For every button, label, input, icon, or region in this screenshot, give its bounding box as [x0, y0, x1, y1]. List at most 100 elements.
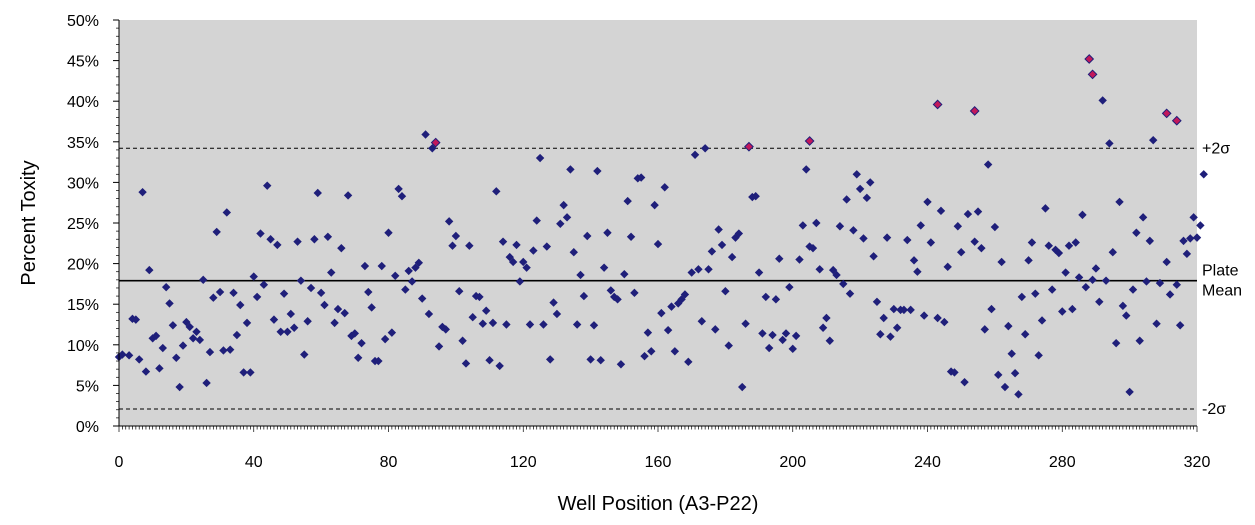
data-point [828, 265, 838, 275]
outlier-point [1087, 69, 1098, 80]
data-point [327, 268, 336, 277]
data-point [849, 226, 858, 235]
data-point [407, 277, 417, 286]
data-point [731, 233, 740, 242]
data-point [1051, 245, 1060, 254]
data-point [751, 192, 760, 201]
data-point [195, 335, 205, 345]
data-point [1186, 234, 1195, 243]
data-point [569, 248, 578, 257]
data-point [535, 153, 545, 163]
data-point [1068, 304, 1077, 314]
data-point [1061, 268, 1070, 277]
data-point [175, 382, 184, 392]
data-point [707, 247, 717, 256]
data-point [704, 265, 713, 274]
data-point [822, 313, 831, 323]
data-point [266, 235, 275, 244]
data-point [1058, 307, 1067, 316]
data-point [263, 181, 272, 190]
data-point [987, 304, 996, 314]
data-point [141, 367, 151, 376]
data-point [596, 356, 605, 365]
data-point [1145, 236, 1155, 246]
data-point [151, 331, 161, 341]
data-point [1074, 273, 1084, 282]
data-point [994, 370, 1003, 380]
data-point [562, 213, 572, 222]
data-point [778, 335, 787, 345]
reference-label: Plate Mean [1202, 263, 1242, 300]
data-point [178, 341, 188, 350]
data-point [495, 361, 504, 371]
x-tick-label: 280 [1049, 454, 1076, 471]
data-point [606, 286, 616, 295]
data-point [391, 271, 400, 280]
data-point [889, 304, 899, 314]
data-point [956, 248, 966, 257]
data-point [852, 170, 861, 179]
data-point [818, 323, 828, 332]
data-point [738, 382, 747, 392]
data-point [293, 237, 302, 246]
data-point [475, 292, 484, 302]
data-point [903, 235, 912, 245]
data-point [1054, 248, 1064, 258]
data-point [832, 270, 841, 280]
data-point [172, 353, 181, 362]
data-point [657, 308, 666, 318]
x-tick-label: 200 [779, 454, 806, 471]
data-point [1017, 292, 1027, 302]
data-point [1027, 238, 1037, 247]
data-point [616, 360, 626, 369]
reference-label-line: Plate [1202, 263, 1239, 280]
data-point [866, 178, 875, 187]
data-point [249, 272, 258, 281]
data-point [276, 327, 285, 337]
data-point [242, 318, 252, 328]
data-point [1152, 319, 1161, 328]
data-point [727, 252, 737, 262]
data-point [212, 227, 221, 237]
data-point [488, 318, 498, 328]
data-point [481, 306, 491, 315]
data-point [892, 323, 902, 332]
data-point [549, 298, 558, 307]
data-point [239, 368, 248, 377]
data-point [202, 378, 211, 388]
data-point [1118, 301, 1128, 311]
data-point [1108, 248, 1117, 257]
data-point [465, 241, 474, 250]
data-point [653, 239, 663, 249]
data-point [640, 351, 649, 361]
data-point [434, 342, 444, 351]
data-point [1047, 285, 1057, 294]
data-point [1128, 285, 1138, 294]
data-point [273, 240, 282, 250]
data-point [289, 323, 299, 332]
data-point [306, 283, 316, 293]
outlier-point [1161, 108, 1172, 119]
data-point [906, 305, 915, 315]
data-point [519, 257, 528, 267]
data-point [899, 305, 909, 315]
data-point [980, 325, 989, 334]
data-point [478, 319, 488, 328]
data-point [812, 218, 821, 228]
data-point [421, 130, 430, 139]
data-point [1004, 321, 1013, 331]
data-point [451, 231, 461, 241]
data-point [131, 315, 141, 324]
data-point [1192, 233, 1202, 242]
data-point [458, 336, 467, 345]
data-point [330, 318, 339, 328]
data-point [384, 228, 393, 237]
data-point [815, 265, 824, 274]
data-point [670, 347, 680, 356]
outlier-point [932, 99, 943, 110]
data-point [586, 355, 595, 364]
data-point [1078, 210, 1087, 220]
data-point [1122, 311, 1131, 320]
data-point [593, 166, 602, 176]
data-point [1024, 256, 1033, 265]
